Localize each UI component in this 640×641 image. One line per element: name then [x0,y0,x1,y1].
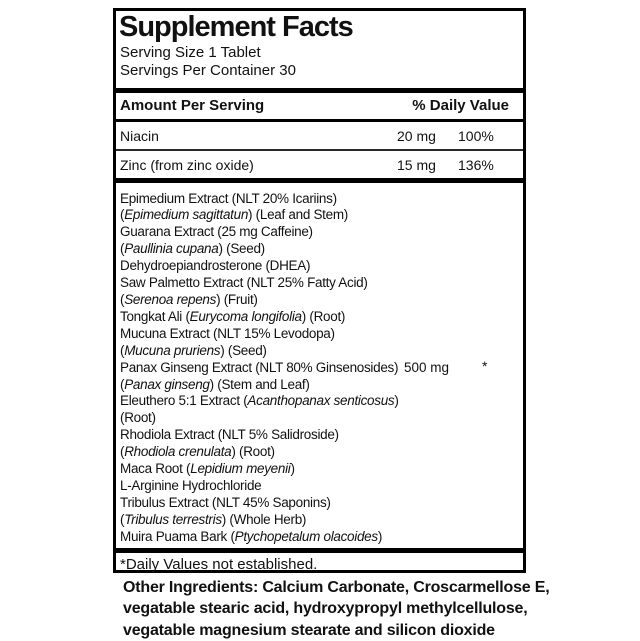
ingredient-line: (Paullinia cupana) (Seed) [120,241,265,257]
nutrient-amount: 15 mg [397,156,436,173]
nutrient-row-zinc: Zinc (from zinc oxide) 15 mg 136% [116,151,523,178]
nutrient-name: Zinc (from zinc oxide) [120,156,254,173]
ingredient-line: Tongkat Ali (Eurycoma longifolia) (Root) [120,308,346,324]
column-header-row: Amount Per Serving % Daily Value [116,93,523,119]
daily-value-header: % Daily Value [412,96,509,114]
divider-medium [116,118,523,122]
servings-per-container: Servings Per Container 30 [120,62,296,80]
ingredient-line: (Panax ginseng) (Stem and Leaf) [120,376,310,392]
supplement-facts-panel: Supplement Facts Serving Size 1 Tablet S… [113,8,526,573]
nutrient-amount: 20 mg [397,127,436,144]
serving-size: Serving Size 1 Tablet [120,43,261,61]
divider-thick-middle [116,177,523,183]
amount-per-serving-header: Amount Per Serving [120,96,265,114]
ingredient-line: Dehydroepiandrosterone (DHEA) [120,258,311,274]
ingredient-line: (Rhodiola crenulata) (Root) [120,444,275,460]
other-ingredients-line: Other Ingredients: Calcium Carbonate, Cr… [123,579,550,596]
ingredient-list: Epimedium Extract (NLT 20% Icariins) (Epi… [116,183,523,546]
ingredient-line: Muira Puama Bark (Ptychopetalum olacoide… [120,528,383,544]
ingredient-line: Tribulus Extract (NLT 45% Saponins) [120,494,331,510]
nutrient-daily-value: 100% [458,127,494,144]
ingredient-line: Guarana Extract (25 mg Caffeine) [120,224,313,240]
nutrient-row-niacin: Niacin 20 mg 100% [116,122,523,149]
ingredient-line: Eleuthero 5:1 Extract (Acanthopanax sent… [120,393,399,409]
divider-thick-bottom [116,547,523,553]
nutrient-name: Niacin [120,127,159,144]
panel-title: Supplement Facts [119,11,354,43]
ingredient-line: Rhodiola Extract (NLT 5% Salidroside) [120,427,339,443]
ingredient-line: (Mucuna pruriens) (Seed) [120,342,267,358]
ingredient-line: (Serenoa repens) (Fruit) [120,291,258,307]
blend-amount: 500 mg [404,359,450,375]
ingredient-line: Epimedium Extract (NLT 20% Icariins) [120,190,337,206]
ingredient-line: Panax Ginseng Extract (NLT 80% Ginsenosi… [120,359,399,375]
ingredient-line: Maca Root (Lepidium meyenii) [120,461,295,477]
ingredient-line: (Epimedium sagittatun) (Leaf and Stem) [120,207,348,223]
ingredient-line: L-Arginine Hydrochloride [120,477,262,493]
other-ingredients-line: vegatable magnesium stearate and silicon… [123,621,495,639]
other-ingredients-line: vegatable stearic acid, hydroxypropyl me… [123,600,528,618]
ingredient-line: Saw Palmetto Extract (NLT 25% Fatty Acid… [120,275,368,291]
blend-daily-value-asterisk: * [482,357,488,374]
daily-value-footnote: *Daily Values not established. [120,555,318,573]
ingredient-line: (Tribulus terrestris) (Whole Herb) [120,511,307,527]
row-separator [116,148,523,151]
ingredient-line: Mucuna Extract (NLT 15% Levodopa) [120,325,335,341]
other-ingredients: Other Ingredients: Calcium Carbonate, Cr… [123,577,583,641]
divider-thick-top [116,87,523,93]
nutrient-daily-value: 136% [458,156,494,173]
ingredient-line: (Root) [120,410,156,426]
